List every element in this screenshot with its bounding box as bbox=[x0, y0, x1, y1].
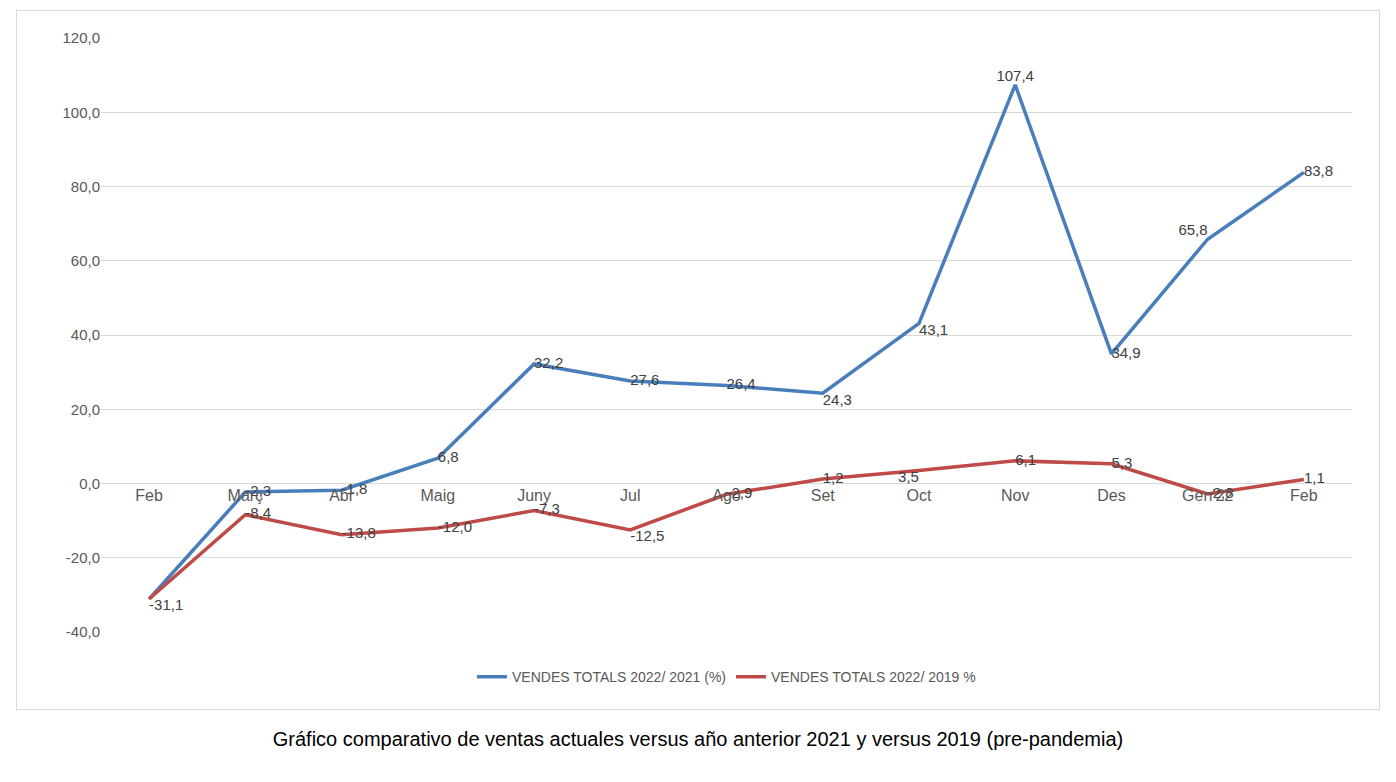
svg-text:VENDES TOTALS 2022/ 2019 %: VENDES TOTALS 2022/ 2019 % bbox=[771, 669, 976, 685]
svg-text:-2,8: -2,8 bbox=[1208, 484, 1234, 501]
svg-text:Gen'22: Gen'22 bbox=[1182, 487, 1233, 504]
svg-text:1,2: 1,2 bbox=[823, 469, 844, 486]
svg-text:83,8: 83,8 bbox=[1304, 162, 1333, 179]
svg-text:32,2: 32,2 bbox=[534, 354, 563, 371]
svg-text:Abr: Abr bbox=[329, 487, 355, 504]
svg-text:107,4: 107,4 bbox=[996, 67, 1034, 84]
svg-text:65,8: 65,8 bbox=[1178, 221, 1207, 238]
svg-text:3,5: 3,5 bbox=[898, 468, 919, 485]
svg-text:-8,4: -8,4 bbox=[245, 504, 271, 521]
svg-text:-31,1: -31,1 bbox=[149, 596, 183, 613]
svg-text:-13,8: -13,8 bbox=[342, 524, 376, 541]
svg-text:6,8: 6,8 bbox=[438, 448, 459, 465]
svg-text:1,1: 1,1 bbox=[1304, 469, 1325, 486]
svg-text:60,0: 60,0 bbox=[71, 252, 100, 269]
svg-text:Juny: Juny bbox=[517, 487, 551, 504]
svg-text:Oct: Oct bbox=[907, 487, 932, 504]
svg-text:-12,0: -12,0 bbox=[438, 518, 472, 535]
svg-text:100,0: 100,0 bbox=[62, 104, 100, 121]
svg-text:VENDES TOTALS 2022/ 2021 (%): VENDES TOTALS 2022/ 2021 (%) bbox=[512, 669, 726, 685]
svg-text:Des: Des bbox=[1097, 487, 1125, 504]
svg-text:-12,5: -12,5 bbox=[630, 527, 664, 544]
svg-text:-2,9: -2,9 bbox=[727, 484, 753, 501]
svg-text:120,0: 120,0 bbox=[62, 29, 100, 46]
svg-text:Maig: Maig bbox=[420, 487, 455, 504]
svg-text:Nov: Nov bbox=[1001, 487, 1029, 504]
svg-text:Feb: Feb bbox=[135, 487, 163, 504]
svg-text:Jul: Jul bbox=[620, 487, 640, 504]
svg-text:6,1: 6,1 bbox=[1015, 451, 1036, 468]
svg-text:27,6: 27,6 bbox=[630, 371, 659, 388]
svg-text:-20,0: -20,0 bbox=[66, 549, 100, 566]
svg-text:34,9: 34,9 bbox=[1111, 344, 1140, 361]
svg-text:-1,8: -1,8 bbox=[342, 480, 368, 497]
svg-text:40,0: 40,0 bbox=[71, 326, 100, 343]
svg-text:Feb: Feb bbox=[1290, 487, 1318, 504]
svg-text:-40,0: -40,0 bbox=[66, 623, 100, 640]
svg-text:Set: Set bbox=[811, 487, 836, 504]
svg-text:20,0: 20,0 bbox=[71, 401, 100, 418]
svg-text:24,3: 24,3 bbox=[823, 391, 852, 408]
svg-text:Ago: Ago bbox=[712, 487, 741, 504]
svg-text:0,0: 0,0 bbox=[79, 475, 100, 492]
svg-text:80,0: 80,0 bbox=[71, 178, 100, 195]
svg-text:43,1: 43,1 bbox=[919, 321, 948, 338]
svg-text:Març: Març bbox=[228, 487, 264, 504]
svg-text:-7,3: -7,3 bbox=[534, 500, 560, 517]
svg-text:26,4: 26,4 bbox=[727, 375, 756, 392]
svg-text:5,3: 5,3 bbox=[1111, 454, 1132, 471]
html-text:Gráfico comparativo de ventas: Gráfico comparativo de ventas actuales v… bbox=[272, 728, 1124, 750]
svg-text:-2,3: -2,3 bbox=[245, 482, 271, 499]
